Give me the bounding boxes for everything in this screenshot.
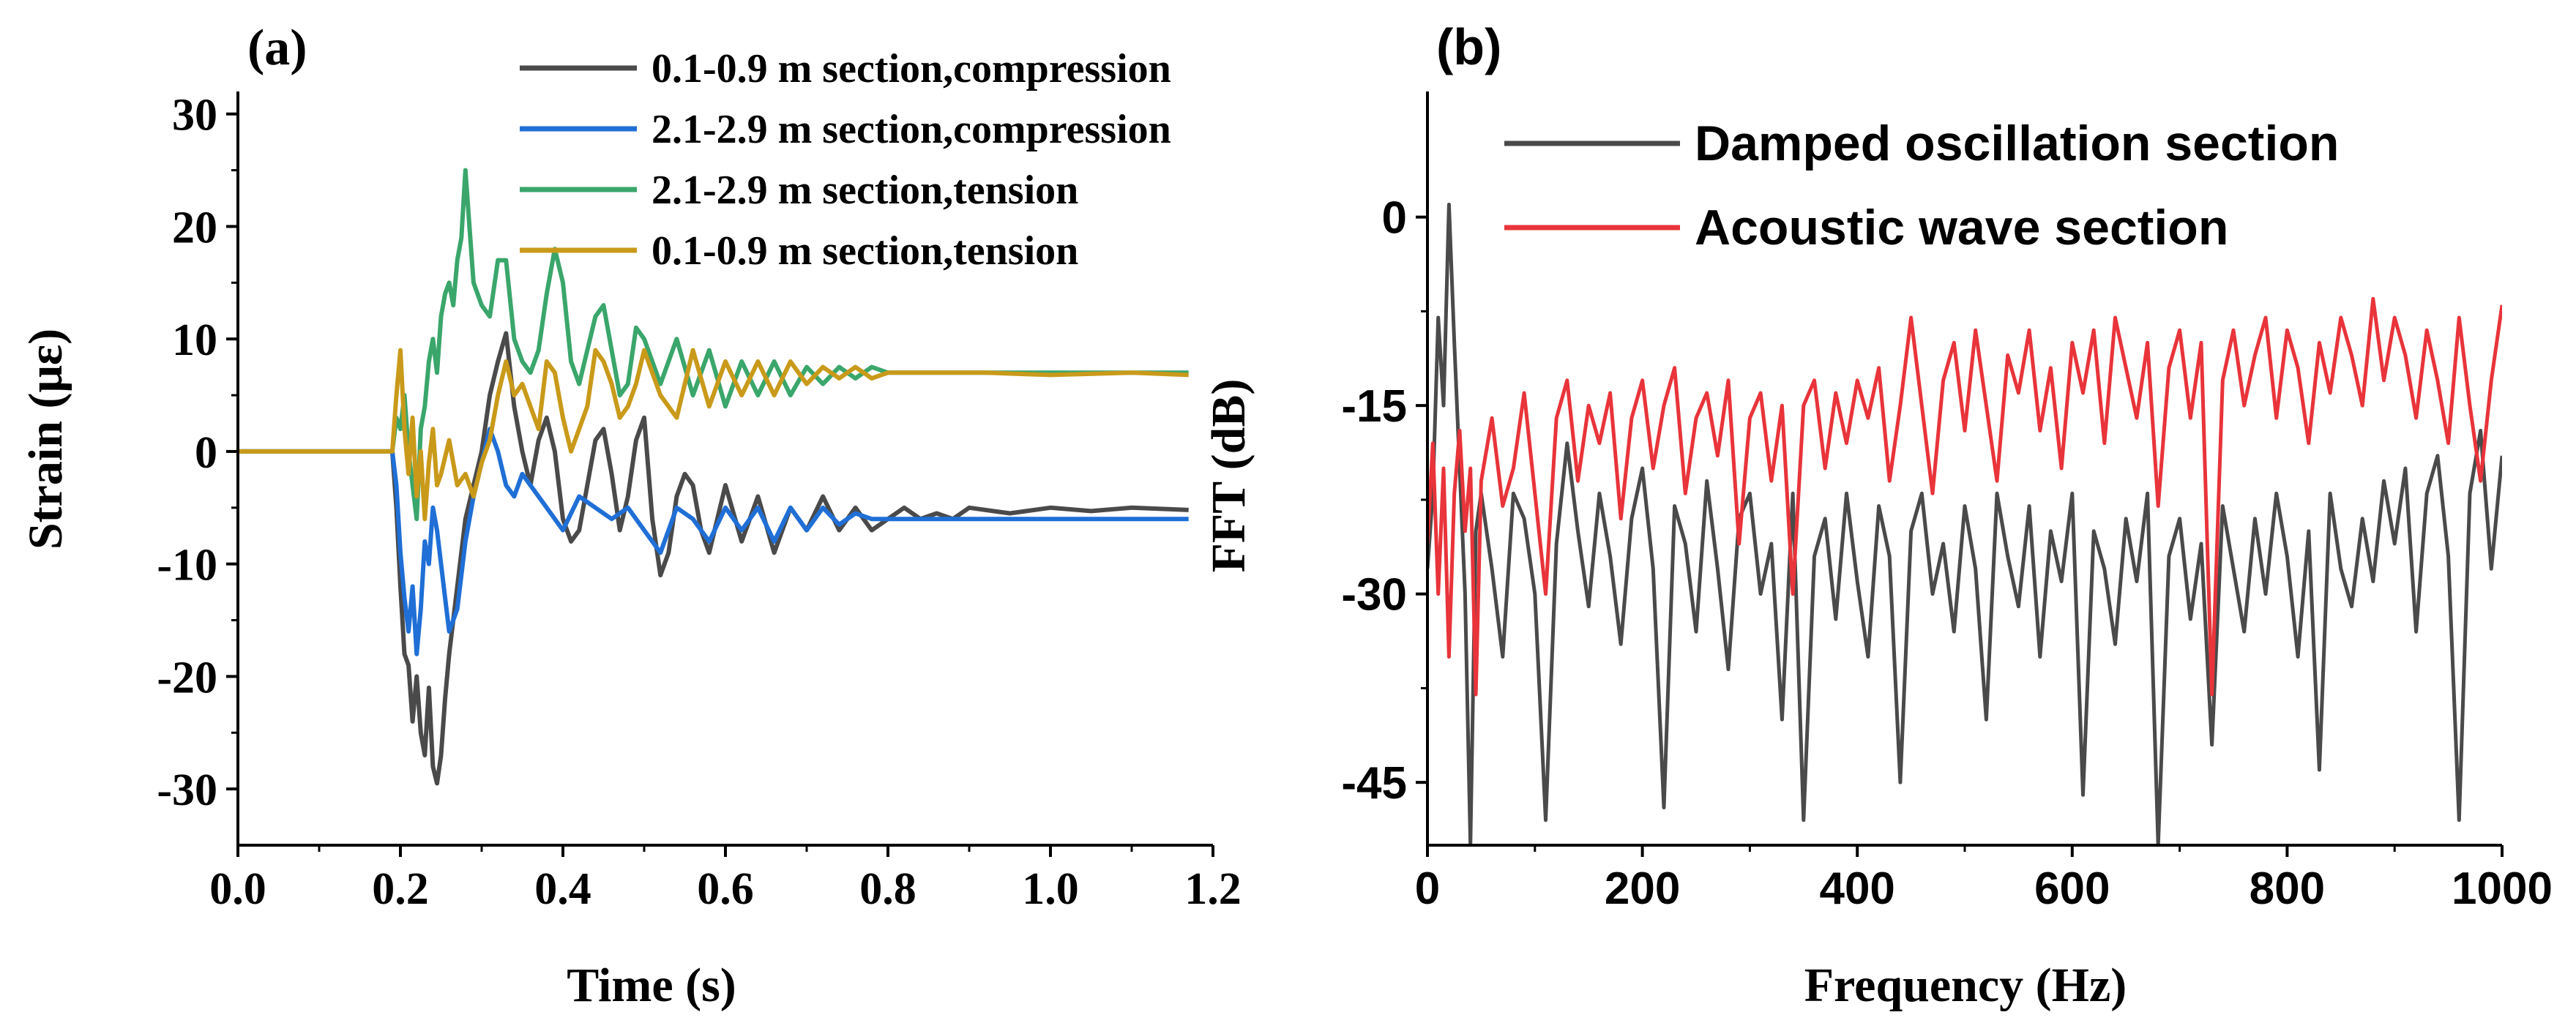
panel-a-x-axis-label: Time (s): [567, 959, 736, 1012]
x-tick-label: 0.6: [697, 864, 754, 914]
x-tick-label: 0.0: [209, 864, 266, 914]
y-tick-label: 10: [172, 315, 217, 365]
series-line-4: [238, 348, 1189, 522]
x-tick-label: 0: [1415, 863, 1440, 914]
panel-a-label: (a): [247, 20, 307, 76]
series-line-1: [238, 331, 1189, 786]
panel-b-label: (b): [1436, 18, 1501, 75]
y-tick-label: 0: [1382, 193, 1407, 244]
legend-label-1: 0.1-0.9 m section,compression: [652, 46, 1171, 91]
panel-a-plot-area: [238, 168, 1189, 786]
legend-label-2: 2.1-2.9 m section,compression: [652, 107, 1171, 152]
series-line-2: [238, 427, 1189, 656]
panel-b-axes: 0 200 400 600 800 1000 0 -15 -30 -45: [1341, 91, 2553, 914]
y-tick-label: -10: [157, 541, 217, 591]
panel-a-strain-chart: (a) 0.0 0.2 0.4 0.6 0.8 1.0 1.2 30 20 10 0 -10 -20 -3…: [19, 20, 1242, 1012]
series-line-1: [1427, 203, 2502, 845]
series-group: [238, 168, 1189, 786]
x-tick-label: 0.8: [859, 864, 916, 914]
y-tick-label: -20: [157, 653, 217, 703]
legend-label-2: Acoustic wave section: [1695, 200, 2228, 255]
panel-a-y-axis-label: Strain (με): [19, 329, 72, 550]
panel-b-y-axis-label: FFT (dB): [1202, 379, 1255, 573]
panel-b-legend: Damped oscillation section Acoustic wave …: [1504, 116, 2339, 255]
x-tick-label: 600: [2034, 863, 2110, 914]
x-tick-label: 800: [2250, 863, 2325, 914]
legend-label-4: 0.1-0.9 m section,tension: [652, 228, 1078, 274]
x-tick-label: 400: [1819, 863, 1894, 914]
x-tick-label: 0.4: [534, 864, 591, 914]
legend-label-3: 2.1-2.9 m section,tension: [652, 168, 1078, 213]
panel-b-x-axis-label: Frequency (Hz): [1804, 959, 2127, 1012]
x-tick-label: 200: [1605, 863, 1680, 914]
panel-a-axes: 0.0 0.2 0.4 0.6 0.8 1.0 1.2 30 20 10 0 -10 -20 -30: [157, 91, 1241, 914]
y-tick-label: -30: [157, 765, 217, 815]
y-tick-label: 30: [172, 91, 217, 141]
y-tick-label: -15: [1341, 381, 1407, 432]
panel-b-plot-area: [1427, 203, 2502, 845]
y-tick-label: -30: [1341, 570, 1407, 621]
panel-a-legend: 0.1-0.9 m section,compression 2.1-2.9 m s…: [520, 46, 1171, 274]
legend-label-1: Damped oscillation section: [1695, 116, 2339, 171]
x-tick-label: 1.2: [1184, 864, 1242, 914]
x-tick-label: 0.2: [372, 864, 429, 914]
x-tick-label: 1000: [2452, 863, 2553, 914]
series-line-2: [1427, 296, 2502, 697]
y-tick-label: 20: [172, 203, 217, 252]
y-tick-label: 0: [195, 428, 217, 478]
panel-b-fft-chart: (b) 0 200 400 600 800 1000 0 -15 -30 -45 Frequenc…: [1202, 18, 2553, 1012]
x-tick-label: 1.0: [1022, 864, 1079, 914]
series-group: [1427, 203, 2502, 845]
y-tick-label: -45: [1341, 758, 1407, 809]
series-line-3: [238, 168, 1189, 522]
